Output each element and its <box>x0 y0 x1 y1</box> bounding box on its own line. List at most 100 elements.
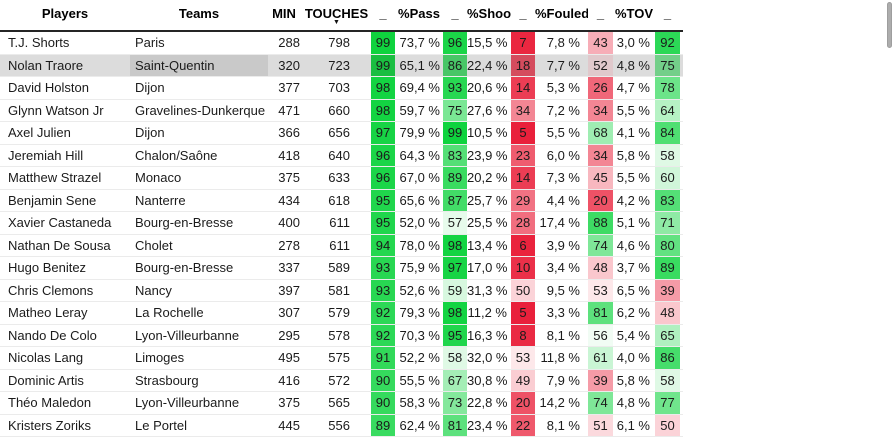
cell-teams[interactable]: La Rochelle <box>135 305 204 320</box>
cell-pct-tov[interactable]: 3,0 % <box>616 35 650 50</box>
cell-players[interactable]: Hugo Benitez <box>8 260 87 275</box>
cell-touches[interactable]: 611 <box>329 237 350 253</box>
cell-rating-fouled[interactable]: 74 <box>588 234 613 256</box>
cell-rating-tov[interactable]: 80 <box>655 234 680 256</box>
cell-pct-pass[interactable]: 58,3 % <box>399 395 440 410</box>
cell-rating-fouled[interactable]: 43 <box>588 32 613 54</box>
col-header-touches[interactable]: TOUCHES ▼ <box>302 0 371 30</box>
cell-teams[interactable]: Lyon-Villeurbanne <box>135 327 240 343</box>
cell-pct-fouled[interactable]: 7,9 % <box>546 372 580 388</box>
cell-rating-fouled[interactable]: 81 <box>588 302 613 324</box>
cell-rating-shoot[interactable]: 6 <box>511 234 535 256</box>
cell-rating-shoot[interactable]: 53 <box>511 347 535 369</box>
cell-touches[interactable]: 723 <box>328 57 350 73</box>
cell-teams[interactable]: Bourg-en-Bresse <box>135 215 234 230</box>
cell-pct-fouled[interactable]: 7,3 % <box>546 170 580 185</box>
cell-pct-tov[interactable]: 6,5 % <box>616 282 650 298</box>
cell-teams[interactable]: Gravelines-Dunkerque <box>135 102 266 118</box>
cell-rating-pass[interactable]: 86 <box>443 54 467 76</box>
cell-min[interactable]: 434 <box>278 192 300 208</box>
cell-pct-tov[interactable]: 5,8 % <box>616 147 650 163</box>
cell-rating-tov[interactable]: 84 <box>655 122 680 144</box>
cell-min[interactable]: 375 <box>278 170 300 185</box>
cell-teams[interactable]: Paris <box>135 35 165 50</box>
cell-min[interactable]: 278 <box>278 237 300 253</box>
cell-rating-tov[interactable]: 71 <box>655 212 680 234</box>
cell-pct-pass[interactable]: 67,0 % <box>399 170 440 185</box>
cell-players[interactable]: Kristers Zoriks <box>8 417 92 433</box>
cell-players[interactable]: Dominic Artis <box>8 372 84 388</box>
cell-rating-shoot[interactable]: 7 <box>511 32 535 54</box>
cell-teams[interactable]: Saint-Quentin <box>130 54 268 76</box>
cell-pct-fouled[interactable]: 9,5 % <box>546 282 580 298</box>
cell-touches[interactable]: 556 <box>328 417 350 433</box>
cell-rating-shoot[interactable]: 18 <box>511 54 535 76</box>
cell-rating-shoot[interactable]: 49 <box>511 369 535 391</box>
cell-rating-tov[interactable]: 86 <box>655 347 680 369</box>
cell-rating-pass[interactable]: 67 <box>443 369 467 391</box>
cell-rating-fouled[interactable]: 88 <box>588 212 613 234</box>
cell-pct-tov[interactable]: 4,2 % <box>616 192 650 208</box>
cell-rating-fouled[interactable]: 61 <box>588 347 613 369</box>
cell-pct-pass[interactable]: 55,5 % <box>399 372 440 388</box>
cell-rating-overall[interactable]: 98 <box>371 99 395 121</box>
cell-rating-pass[interactable]: 81 <box>443 414 467 436</box>
cell-pct-pass[interactable]: 70,3 % <box>399 327 440 343</box>
cell-rating-pass[interactable]: 93 <box>443 77 467 99</box>
cell-min[interactable]: 416 <box>278 372 300 388</box>
cell-rating-tov[interactable]: 58 <box>655 144 680 166</box>
cell-pct-shoot[interactable]: 10,5 % <box>467 125 508 140</box>
cell-teams[interactable]: Cholet <box>135 237 173 253</box>
cell-rating-overall[interactable]: 92 <box>371 302 395 324</box>
cell-touches[interactable]: 578 <box>328 327 350 343</box>
cell-pct-fouled[interactable]: 5,5 % <box>546 125 580 140</box>
cell-rating-fouled[interactable]: 34 <box>588 144 613 166</box>
cell-rating-pass[interactable]: 83 <box>443 144 467 166</box>
cell-rating-fouled[interactable]: 48 <box>588 257 613 279</box>
cell-min[interactable]: 320 <box>278 57 300 73</box>
cell-pct-pass[interactable]: 65,1 % <box>399 57 440 73</box>
cell-min[interactable]: 495 <box>278 350 300 365</box>
cell-pct-shoot[interactable]: 22,4 % <box>467 57 508 73</box>
cell-pct-tov[interactable]: 4,1 % <box>616 125 650 140</box>
cell-rating-pass[interactable]: 99 <box>443 122 467 144</box>
cell-rating-tov[interactable]: 77 <box>655 392 680 414</box>
cell-pct-shoot[interactable]: 15,5 % <box>467 35 508 50</box>
cell-players[interactable]: Nicolas Lang <box>8 350 84 365</box>
cell-players[interactable]: Nathan De Sousa <box>8 237 111 253</box>
cell-rating-tov[interactable]: 50 <box>655 414 680 436</box>
cell-touches[interactable]: 660 <box>328 102 350 118</box>
cell-players[interactable]: Glynn Watson Jr <box>8 102 104 118</box>
cell-rating-overall[interactable]: 95 <box>371 189 395 211</box>
cell-pct-fouled[interactable]: 17,4 % <box>539 215 580 230</box>
cell-pct-shoot[interactable]: 23,9 % <box>467 147 508 163</box>
cell-min[interactable]: 288 <box>278 35 300 50</box>
cell-pct-shoot[interactable]: 25,5 % <box>467 215 508 230</box>
cell-pct-tov[interactable]: 5,4 % <box>616 327 650 343</box>
cell-teams[interactable]: Le Portel <box>135 417 188 433</box>
cell-pct-pass[interactable]: 52,2 % <box>399 350 440 365</box>
cell-pct-pass[interactable]: 69,4 % <box>399 80 440 95</box>
cell-pct-tov[interactable]: 4,8 % <box>616 395 650 410</box>
cell-pct-tov[interactable]: 4,8 % <box>616 57 650 73</box>
cell-rating-pass[interactable]: 73 <box>443 392 467 414</box>
cell-rating-tov[interactable]: 65 <box>655 324 680 346</box>
cell-rating-pass[interactable]: 95 <box>443 324 467 346</box>
cell-players[interactable]: Xavier Castaneda <box>8 215 112 230</box>
cell-rating-overall[interactable]: 93 <box>371 279 395 301</box>
cell-pct-shoot[interactable]: 11,2 % <box>467 305 507 320</box>
col-header-rating-pass[interactable]: _ <box>443 0 467 30</box>
cell-teams[interactable]: Dijon <box>135 125 165 140</box>
cell-teams[interactable]: Nancy <box>135 282 172 298</box>
cell-teams[interactable]: Strasbourg <box>135 372 199 388</box>
cell-pct-tov[interactable]: 5,8 % <box>616 372 650 388</box>
cell-touches[interactable]: 579 <box>328 305 350 320</box>
cell-pct-fouled[interactable]: 7,7 % <box>546 57 580 73</box>
cell-min[interactable]: 400 <box>278 215 300 230</box>
cell-pct-fouled[interactable]: 3,4 % <box>546 260 580 275</box>
cell-rating-shoot[interactable]: 34 <box>511 99 535 121</box>
cell-rating-fouled[interactable]: 53 <box>588 279 613 301</box>
cell-pct-shoot[interactable]: 23,4 % <box>467 417 508 433</box>
cell-min[interactable]: 445 <box>278 417 300 433</box>
cell-pct-shoot[interactable]: 13,4 % <box>467 237 508 253</box>
